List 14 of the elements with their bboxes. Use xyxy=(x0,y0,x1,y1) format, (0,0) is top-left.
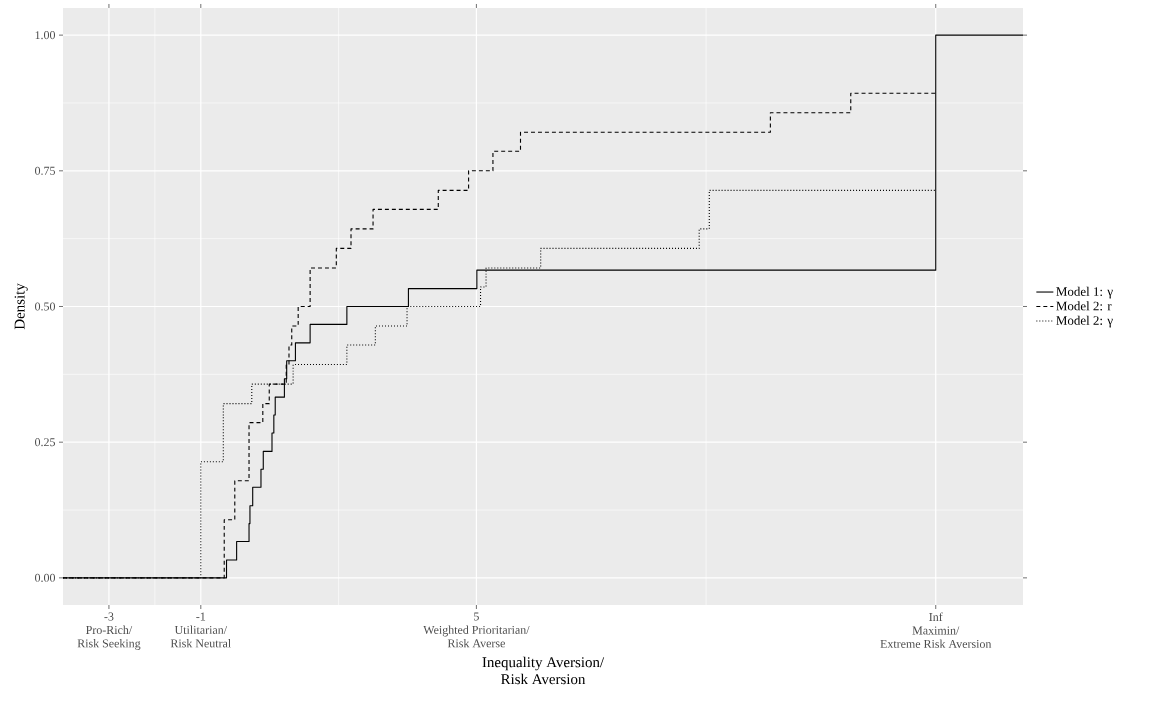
y-tick-label: 1.00 xyxy=(35,31,56,40)
x-tick-label: -3 Pro-Rich/ Risk Seeking xyxy=(77,612,141,650)
x-tick-label: -1 Utilitarian/ Risk Neutral xyxy=(170,612,231,648)
y-tick-label: 0.25 xyxy=(35,438,56,447)
y-tick-label: 0.00 xyxy=(35,573,56,582)
y-axis-title: Density xyxy=(14,283,28,330)
y-tick-label: 0.50 xyxy=(35,302,56,311)
legend-label: Model 2: r xyxy=(1056,301,1112,311)
legend-label: Model 2: γ xyxy=(1056,315,1113,328)
x-axis-title: Inequality Aversion/ Risk Aversion xyxy=(482,656,605,685)
x-tick-label: 5 Weighted Prioritarian/ Risk Averse xyxy=(423,612,530,648)
y-tick-label: 0.75 xyxy=(35,166,56,175)
legend-label: Model 1: γ xyxy=(1056,286,1113,299)
x-tick-label: Inf Maximin/ Extreme Risk Aversion xyxy=(880,612,992,648)
